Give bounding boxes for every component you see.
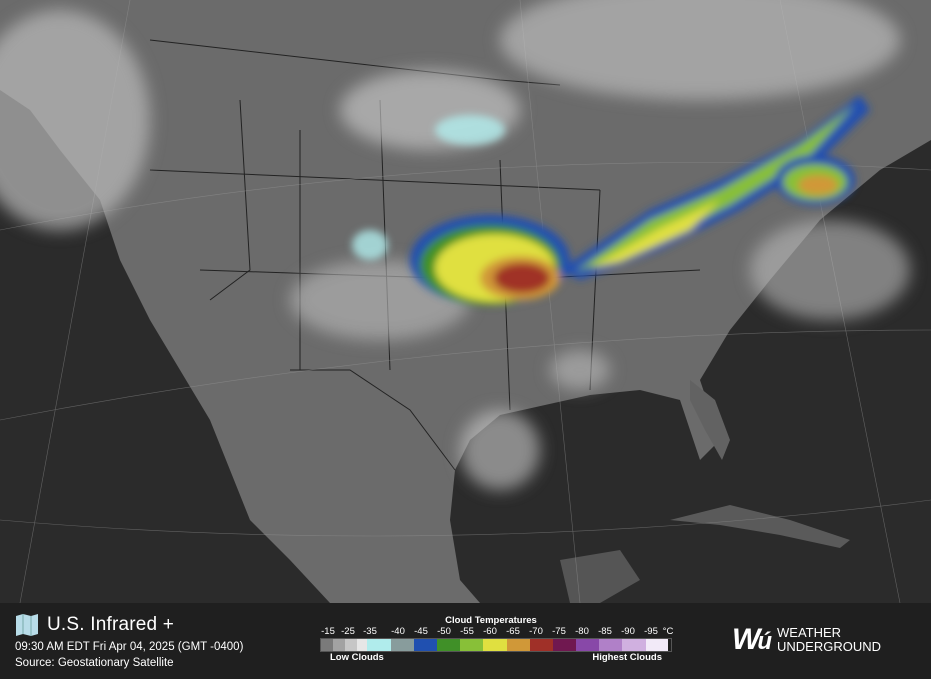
legend-swatch <box>333 639 345 651</box>
high-clouds-label: Highest Clouds <box>592 652 662 663</box>
legend-tick-label: -45 <box>414 626 428 637</box>
data-source: Source: Geostationary Satellite <box>15 657 174 669</box>
legend-tick-label: -85 <box>598 626 612 637</box>
legend-tick-label: -95 <box>644 626 658 637</box>
legend-unit: °C <box>662 626 674 637</box>
legend-swatch <box>357 639 367 651</box>
legend-swatch <box>507 639 530 651</box>
clouds <box>0 0 910 490</box>
map-icon <box>16 614 38 636</box>
legend-swatch <box>599 639 622 651</box>
wu-logo-mark: Wú <box>732 623 772 656</box>
low-clouds-label: Low Clouds <box>330 652 384 663</box>
cloud-temperature-legend: Cloud Temperatures -15 -25 -35 -40 -45 -50 -55… <box>320 615 674 663</box>
legend-swatch <box>321 639 333 651</box>
land-florida <box>690 380 730 460</box>
legend-tick-label: -25 <box>341 626 355 637</box>
legend-swatch <box>437 639 460 651</box>
legend-swatch <box>483 639 507 651</box>
land-cuba <box>670 505 850 548</box>
legend-tick-label: -60 <box>483 626 497 637</box>
legend-swatch <box>345 639 357 651</box>
legend-title: Cloud Temperatures <box>445 615 537 626</box>
legend-tick-label: -75 <box>552 626 566 637</box>
legend-tick-label: -80 <box>575 626 589 637</box>
timestamp: 09:30 AM EDT Fri Apr 04, 2025 (GMT -0400… <box>15 641 244 653</box>
legend-tick-label: -70 <box>529 626 543 637</box>
legend-swatch <box>576 639 599 651</box>
legend-tick-label: -40 <box>391 626 405 637</box>
storm-system <box>352 95 870 305</box>
legend-ticks: -15 -25 -35 -40 -45 -50 -55 -60 -65 -70 -75 -80 -85-… <box>320 626 674 638</box>
legend-color-bar <box>320 638 672 652</box>
logo-line-2: UNDERGROUND <box>777 639 881 654</box>
legend-swatch <box>622 639 646 651</box>
legend-tick-label: -90 <box>621 626 635 637</box>
legend-swatch <box>414 639 437 651</box>
legend-swatch <box>553 639 576 651</box>
legend-swatch <box>367 639 391 651</box>
weather-underground-logo[interactable]: Wú WEATHER UNDERGROUND <box>732 623 881 657</box>
legend-tick-label: -15 <box>321 626 335 637</box>
land-yucatan <box>560 550 640 603</box>
legend-swatch <box>530 639 553 651</box>
info-bar: U.S. Infrared + 09:30 AM EDT Fri Apr 04,… <box>0 603 931 679</box>
map-title[interactable]: U.S. Infrared + <box>47 614 175 635</box>
legend-tick-label: -55 <box>460 626 474 637</box>
legend-swatch <box>391 639 414 651</box>
satellite-map[interactable] <box>0 0 931 603</box>
legend-tick-label: -65 <box>506 626 520 637</box>
legend-swatch <box>646 639 668 651</box>
logo-line-1: WEATHER <box>777 625 842 640</box>
legend-swatch <box>460 639 483 651</box>
legend-tick-label: -50 <box>437 626 451 637</box>
legend-tick-label: -35 <box>363 626 377 637</box>
